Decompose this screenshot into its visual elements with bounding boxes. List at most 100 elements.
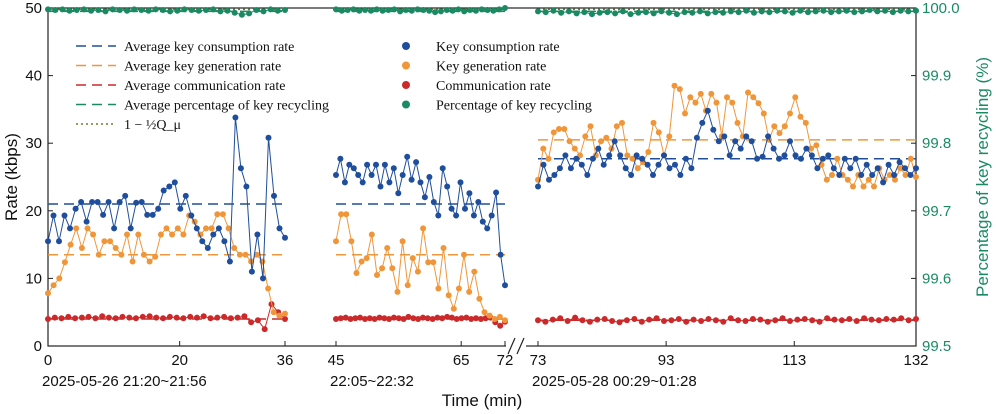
- key-recycling-point: [658, 8, 665, 15]
- key-consumption-rate-point: [377, 183, 384, 190]
- key-consumption-rate-point: [693, 134, 700, 141]
- communication-rate-point: [139, 313, 146, 320]
- key-generation-rate-point: [146, 258, 153, 265]
- key-generation-rate-point: [73, 225, 80, 232]
- key-generation-rate-point: [95, 251, 102, 258]
- communication-rate-point: [429, 316, 436, 322]
- key-recycling-point: [102, 8, 109, 15]
- key-consumption-rate-point: [45, 238, 51, 245]
- key-consumption-rate-point: [781, 152, 788, 159]
- key-generation-rate-point: [112, 245, 119, 251]
- communication-rate-point: [419, 314, 426, 321]
- key-generation-rate-point: [540, 145, 547, 152]
- key-consumption-rate-point: [466, 190, 473, 197]
- key-recycling-point: [167, 8, 174, 15]
- communication-rate-point: [698, 318, 705, 324]
- left-tick-label: 0: [34, 338, 42, 355]
- communication-rate-point: [241, 313, 248, 320]
- key-consumption-rate-point: [260, 275, 266, 282]
- communication-rate-point: [653, 315, 660, 322]
- key-recycling-point: [455, 6, 462, 13]
- key-recycling-point: [712, 9, 719, 16]
- key-generation-rate-point: [655, 129, 662, 136]
- key-consumption-rate-line: [47, 117, 286, 279]
- key-recycling-point: [356, 7, 363, 14]
- key-generation-rate-point: [384, 245, 391, 251]
- key-consumption-rate-point: [847, 165, 854, 172]
- key-consumption-rate-point: [677, 172, 684, 178]
- key-consumption-rate-point: [497, 251, 504, 258]
- key-consumption-rate-point: [435, 212, 442, 219]
- legend-swatch: [402, 42, 410, 50]
- key-consumption-rate-point: [199, 238, 206, 245]
- communication-rate-point: [875, 317, 882, 324]
- key-consumption-rate-point: [475, 199, 482, 205]
- communication-rate-point: [99, 313, 106, 320]
- key-consumption-rate-point: [578, 161, 585, 168]
- key-generation-rate-point: [225, 225, 232, 232]
- key-recycling-point: [95, 7, 102, 13]
- key-generation-rate-point: [834, 155, 841, 162]
- communication-rate-point: [448, 314, 455, 321]
- key-recycling-point: [866, 7, 873, 13]
- key-recycling-point: [478, 6, 485, 13]
- key-recycling-point: [859, 8, 865, 15]
- legend-label: 1 − ½Q_μ: [124, 118, 181, 133]
- key-consumption-rate-point: [803, 145, 810, 152]
- left-tick-label: 40: [25, 68, 42, 85]
- communication-rate-point: [424, 315, 431, 322]
- key-generation-rate-point: [687, 94, 694, 101]
- communication-rate-point: [535, 317, 541, 324]
- key-generation-rate-point: [440, 245, 447, 251]
- communication-rate-point: [468, 316, 475, 322]
- key-recycling-point: [159, 7, 166, 13]
- key-recycling-point: [116, 7, 123, 13]
- x-tick-label: 45: [328, 352, 345, 369]
- communication-rate-point: [764, 318, 771, 325]
- key-consumption-rate-point: [50, 212, 57, 219]
- key-consumption-rate-point: [488, 212, 495, 219]
- key-recycling-point: [673, 11, 680, 18]
- communication-rate-point: [65, 313, 72, 320]
- key-consumption-rate-point: [453, 212, 460, 219]
- key-consumption-rate-point: [373, 161, 379, 168]
- key-recycling-point: [224, 7, 231, 14]
- key-recycling-point: [619, 8, 626, 15]
- key-recycling-point: [274, 7, 281, 14]
- key-generation-rate-point: [571, 145, 578, 152]
- key-recycling-point: [635, 9, 642, 16]
- key-generation-rate-point: [61, 259, 68, 266]
- key-recycling-point: [131, 6, 138, 13]
- communication-rate-point: [439, 315, 446, 322]
- key-consumption-rate-point: [874, 165, 881, 172]
- key-recycling-point: [882, 7, 889, 14]
- communication-rate-point: [376, 314, 383, 321]
- key-consumption-rate-point: [606, 152, 613, 159]
- key-consumption-rate-point: [913, 165, 919, 172]
- key-generation-rate-point: [45, 290, 51, 297]
- communication-rate-point: [410, 315, 417, 322]
- communication-rate-point: [861, 315, 868, 322]
- communication-rate-point: [831, 316, 838, 323]
- communication-rate-point: [160, 315, 167, 322]
- key-recycling-line: [47, 8, 286, 16]
- communication-rate-point: [146, 313, 153, 320]
- communication-rate-point: [905, 317, 912, 324]
- communication-rate-point: [787, 318, 793, 324]
- communication-rate-point: [390, 314, 397, 321]
- key-generation-rate-point: [724, 94, 730, 101]
- key-consumption-rate-point: [792, 152, 799, 159]
- key-generation-rate-point: [84, 225, 91, 232]
- key-consumption-rate-point: [166, 183, 173, 190]
- key-consumption-rate-point: [470, 212, 477, 219]
- key-generation-rate-point: [445, 292, 452, 299]
- key-consumption-rate-point: [776, 155, 782, 162]
- communication-rate-line: [537, 317, 917, 323]
- key-consumption-rate-point: [825, 152, 832, 159]
- key-recycling-point: [73, 7, 80, 13]
- key-consumption-rate-point: [177, 205, 184, 212]
- key-recycling-point: [426, 7, 433, 14]
- key-generation-rate-point: [850, 183, 856, 190]
- key-recycling-point: [391, 6, 398, 13]
- communication-rate-point: [579, 317, 586, 324]
